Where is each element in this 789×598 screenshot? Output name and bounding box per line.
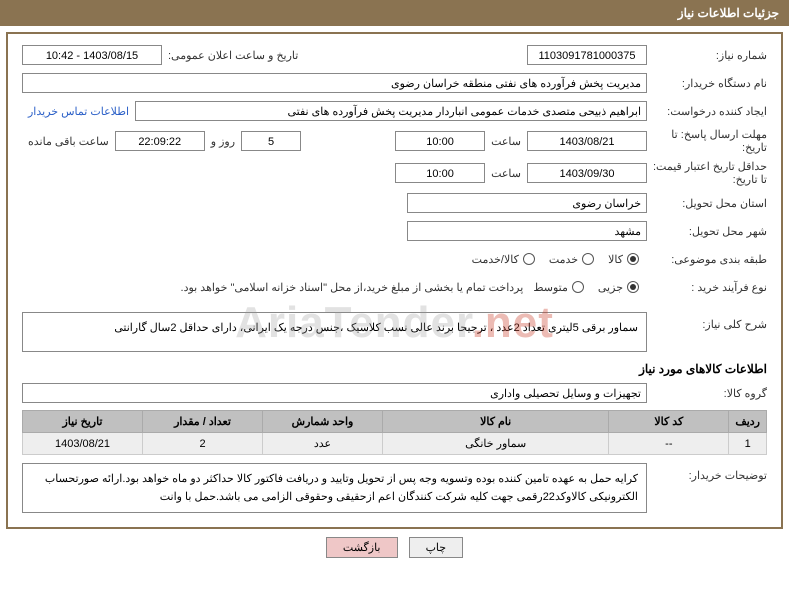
buyer-org-label: نام دستگاه خریدار: [647, 77, 767, 90]
row-need-number: شماره نیاز: 1103091781000375 تاریخ و ساع… [22, 44, 767, 66]
row-general-desc: AriaTender.net شرح کلی نیاز: سماور برقی … [22, 312, 767, 352]
buyer-notes-box: کرایه حمل به عهده تامین کننده بوده وتسوی… [22, 463, 647, 513]
th-name: نام کالا [383, 411, 609, 433]
subject-radio-goods-label: کالا [608, 253, 623, 266]
radio-icon [627, 253, 639, 265]
purchase-radio-group: جزیی متوسط [533, 281, 647, 294]
td-name: سماور خانگی [383, 433, 609, 455]
general-desc-box: سماور برقی 5لیتری تعداد 2عدد ، ترجیحا بر… [22, 312, 647, 352]
details-panel: شماره نیاز: 1103091781000375 تاریخ و ساع… [6, 32, 783, 529]
requester-field: ابراهیم ذبیحی متصدی خدمات عمومی انباردار… [135, 101, 647, 121]
back-button[interactable]: بازگشت [326, 537, 398, 558]
row-buyer-org: نام دستگاه خریدار: مدیریت پخش فرآورده ها… [22, 72, 767, 94]
row-subject-class: طبقه بندی موضوعی: کالا خدمت کالا/خدمت [22, 248, 767, 270]
city-label: شهر محل تحویل: [647, 225, 767, 238]
announce-dt-label: تاریخ و ساعت اعلان عمومی: [168, 49, 298, 62]
price-valid-time-field: 10:00 [395, 163, 485, 183]
purchase-radio-medium[interactable]: متوسط [533, 281, 584, 294]
general-desc-label: شرح کلی نیاز: [647, 312, 767, 331]
need-number-field: 1103091781000375 [527, 45, 647, 65]
subject-radio-service[interactable]: خدمت [549, 253, 594, 266]
th-qty: تعداد / مقدار [143, 411, 263, 433]
header-title: جزئیات اطلاعات نیاز [678, 6, 779, 20]
buyer-contact-link[interactable]: اطلاعات تماس خریدار [28, 105, 129, 118]
goods-group-field: تجهیزات و وسایل تحصیلی واداری [22, 383, 647, 403]
purchase-radio-medium-label: متوسط [533, 281, 568, 294]
radio-icon [523, 253, 535, 265]
row-requester: ایجاد کننده درخواست: ابراهیم ذبیحی متصدی… [22, 100, 767, 122]
province-label: استان محل تحویل: [647, 197, 767, 210]
row-city: شهر محل تحویل: مشهد [22, 220, 767, 242]
button-row: چاپ بازگشت [0, 537, 789, 558]
price-valid-label: حداقل تاریخ اعتبار قیمت: تا تاریخ: [647, 160, 767, 186]
requester-label: ایجاد کننده درخواست: [647, 105, 767, 118]
province-field: خراسان رضوی [407, 193, 647, 213]
th-date: تاریخ نیاز [23, 411, 143, 433]
th-idx: ردیف [729, 411, 767, 433]
subject-radio-group: کالا خدمت کالا/خدمت [472, 253, 647, 266]
purchase-radio-partial[interactable]: جزیی [598, 281, 639, 294]
purchase-radio-partial-label: جزیی [598, 281, 623, 294]
row-deadline: مهلت ارسال پاسخ: تا تاریخ: 1403/08/21 سا… [22, 128, 767, 154]
remaining-suffix: ساعت باقی مانده [28, 135, 109, 148]
td-code: -- [609, 433, 729, 455]
td-qty: 2 [143, 433, 263, 455]
subject-radio-service-label: خدمت [549, 253, 578, 266]
subject-radio-both[interactable]: کالا/خدمت [472, 253, 535, 266]
goods-group-label: گروه کالا: [647, 387, 767, 400]
row-province: استان محل تحویل: خراسان رضوی [22, 192, 767, 214]
td-unit: عدد [263, 433, 383, 455]
header-bar: جزئیات اطلاعات نیاز [0, 0, 789, 26]
buyer-org-field: مدیریت پخش فرآورده های نفتی منطقه خراسان… [22, 73, 647, 93]
subject-radio-both-label: کالا/خدمت [472, 253, 519, 266]
deadline-time-label: ساعت [491, 135, 521, 148]
radio-icon [572, 281, 584, 293]
deadline-date-field: 1403/08/21 [527, 131, 647, 151]
items-table: ردیف کد کالا نام کالا واحد شمارش تعداد /… [22, 410, 767, 455]
price-valid-time-label: ساعت [491, 167, 521, 180]
remaining-days-field: 5 [241, 131, 301, 151]
td-date: 1403/08/21 [23, 433, 143, 455]
th-code: کد کالا [609, 411, 729, 433]
print-button[interactable]: چاپ [409, 537, 464, 558]
deadline-time-field: 10:00 [395, 131, 485, 151]
table-row: 1 -- سماور خانگی عدد 2 1403/08/21 [23, 433, 767, 455]
table-header-row: ردیف کد کالا نام کالا واحد شمارش تعداد /… [23, 411, 767, 433]
day-and-label: روز و [211, 135, 235, 148]
row-buyer-notes: توضیحات خریدار: کرایه حمل به عهده تامین … [22, 463, 767, 513]
row-price-valid: حداقل تاریخ اعتبار قیمت: تا تاریخ: 1403/… [22, 160, 767, 186]
row-goods-group: گروه کالا: تجهیزات و وسایل تحصیلی واداری [22, 382, 767, 404]
subject-radio-goods[interactable]: کالا [608, 253, 639, 266]
radio-icon [582, 253, 594, 265]
announce-dt-field: 1403/08/15 - 10:42 [22, 45, 162, 65]
price-valid-date-field: 1403/09/30 [527, 163, 647, 183]
purchase-note: پرداخت تمام یا بخشی از مبلغ خرید،از محل … [181, 281, 524, 294]
remaining-time-field: 22:09:22 [115, 131, 205, 151]
purchase-type-label: نوع فرآیند خرید : [647, 281, 767, 294]
th-unit: واحد شمارش [263, 411, 383, 433]
radio-icon [627, 281, 639, 293]
need-number-label: شماره نیاز: [647, 49, 767, 62]
row-purchase-type: نوع فرآیند خرید : جزیی متوسط پرداخت تمام… [22, 276, 767, 298]
td-idx: 1 [729, 433, 767, 455]
items-section-title: اطلاعات کالاهای مورد نیاز [22, 362, 767, 376]
buyer-notes-label: توضیحات خریدار: [647, 463, 767, 482]
deadline-label: مهلت ارسال پاسخ: تا تاریخ: [647, 128, 767, 154]
subject-class-label: طبقه بندی موضوعی: [647, 253, 767, 266]
city-field: مشهد [407, 221, 647, 241]
